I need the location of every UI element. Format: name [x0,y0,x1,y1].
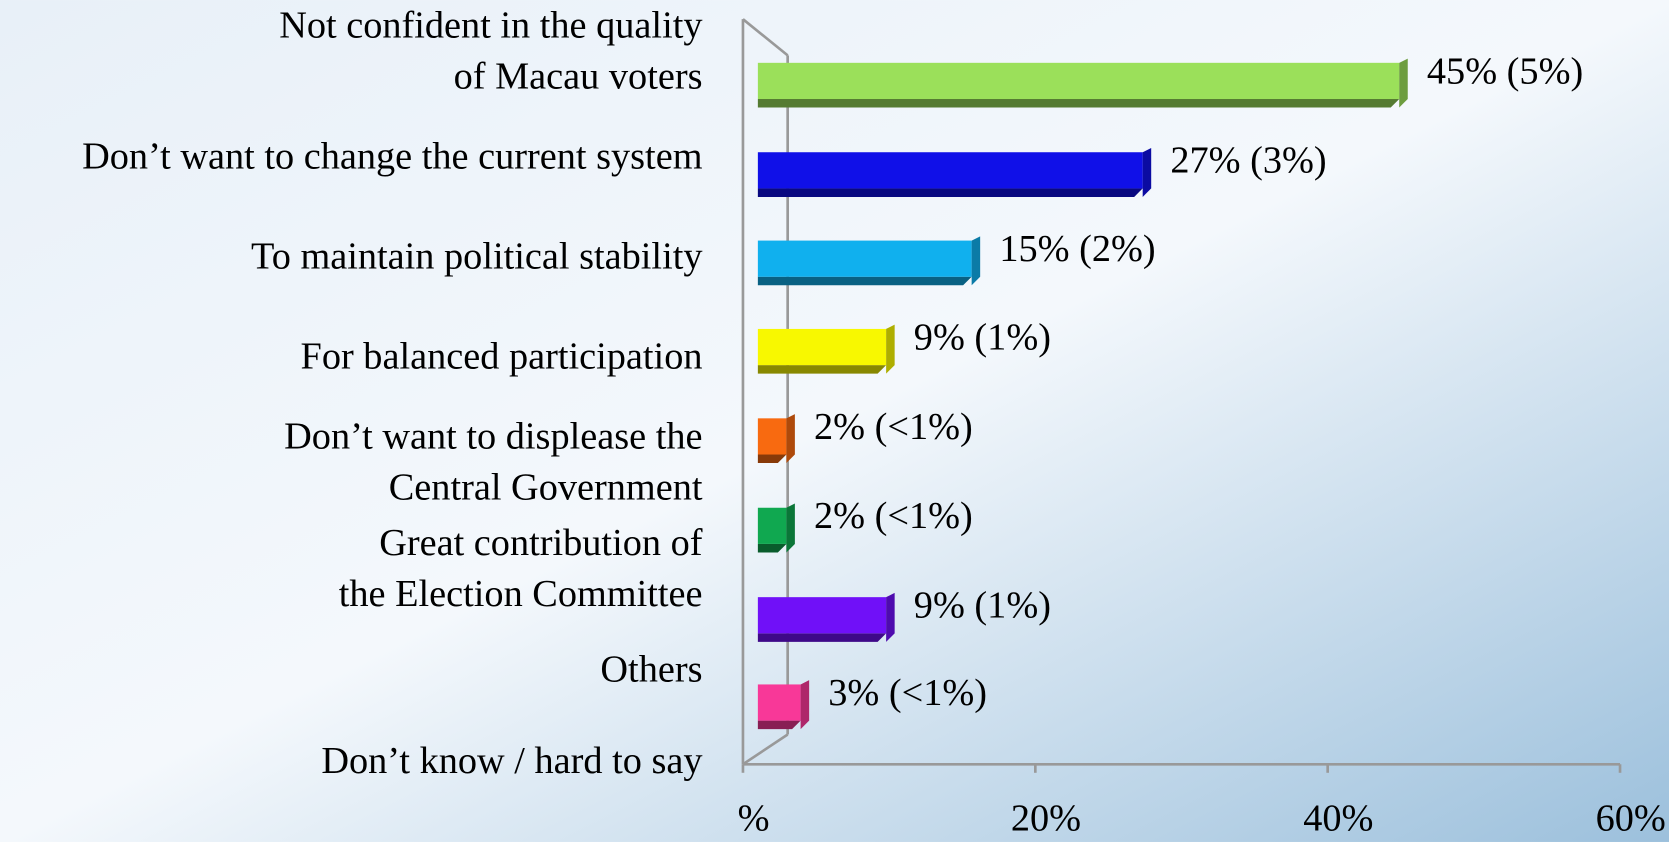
category-label: Don’t want to change the current system [82,135,703,177]
bar-bottom [757,633,887,642]
bar-side [886,592,895,642]
bar-bottom [757,276,972,286]
x-tick-label: 60% [1596,798,1666,840]
x-tick-label: 20% [1011,798,1081,840]
value-label: 45% (5%) [1427,50,1583,92]
category-label: Don’t want to displease the [284,415,702,457]
category-label: Central Government [389,467,703,509]
bar-bottom [757,543,787,553]
bar-front [757,418,787,455]
bar-front [757,62,1400,100]
bar [757,503,795,553]
x-tick-label: 40% [1303,798,1373,840]
value-label: 2% (<1%) [814,406,973,448]
bar-side [1142,147,1152,197]
category-label: Great contribution of [379,522,703,564]
category-label: the Election Committee [339,573,703,615]
bar-bottom [757,188,1143,197]
category-label: Don’t know / hard to say [321,740,702,782]
bar-front [757,507,787,544]
value-label: 15% (2%) [999,228,1155,270]
bar-front [757,684,801,721]
bar-side [886,324,895,374]
bar-bottom [757,720,801,730]
value-label: 2% (<1%) [814,495,973,537]
bar-side [786,414,795,464]
bar [757,592,895,642]
bar-front [757,240,972,277]
bar [757,680,810,730]
bar-side [971,236,981,286]
bar-front [757,597,887,634]
bar [757,236,981,286]
category-label: Not confident in the quality [279,5,702,47]
value-label: 9% (1%) [914,585,1051,627]
bar-bottom [757,365,887,374]
bar-bottom [757,454,787,464]
bar [757,324,895,374]
bar [757,414,795,464]
bar-bottom [757,99,1400,108]
category-label: Others [600,649,702,691]
value-label: 27% (3%) [1170,140,1326,182]
bar [757,58,1408,108]
category-label: For balanced participation [301,336,703,378]
bar-side [800,680,810,730]
value-label: 3% (<1%) [828,672,987,714]
value-label: 9% (1%) [914,316,1051,358]
x-tick-label: % [738,798,770,840]
category-label: of Macau voters [454,56,703,98]
bar-front [757,152,1143,189]
bar-side [786,503,795,553]
category-label: To maintain political stability [251,236,702,278]
bar [757,147,1152,197]
bar-side [1399,58,1408,108]
bar-front [757,328,887,366]
